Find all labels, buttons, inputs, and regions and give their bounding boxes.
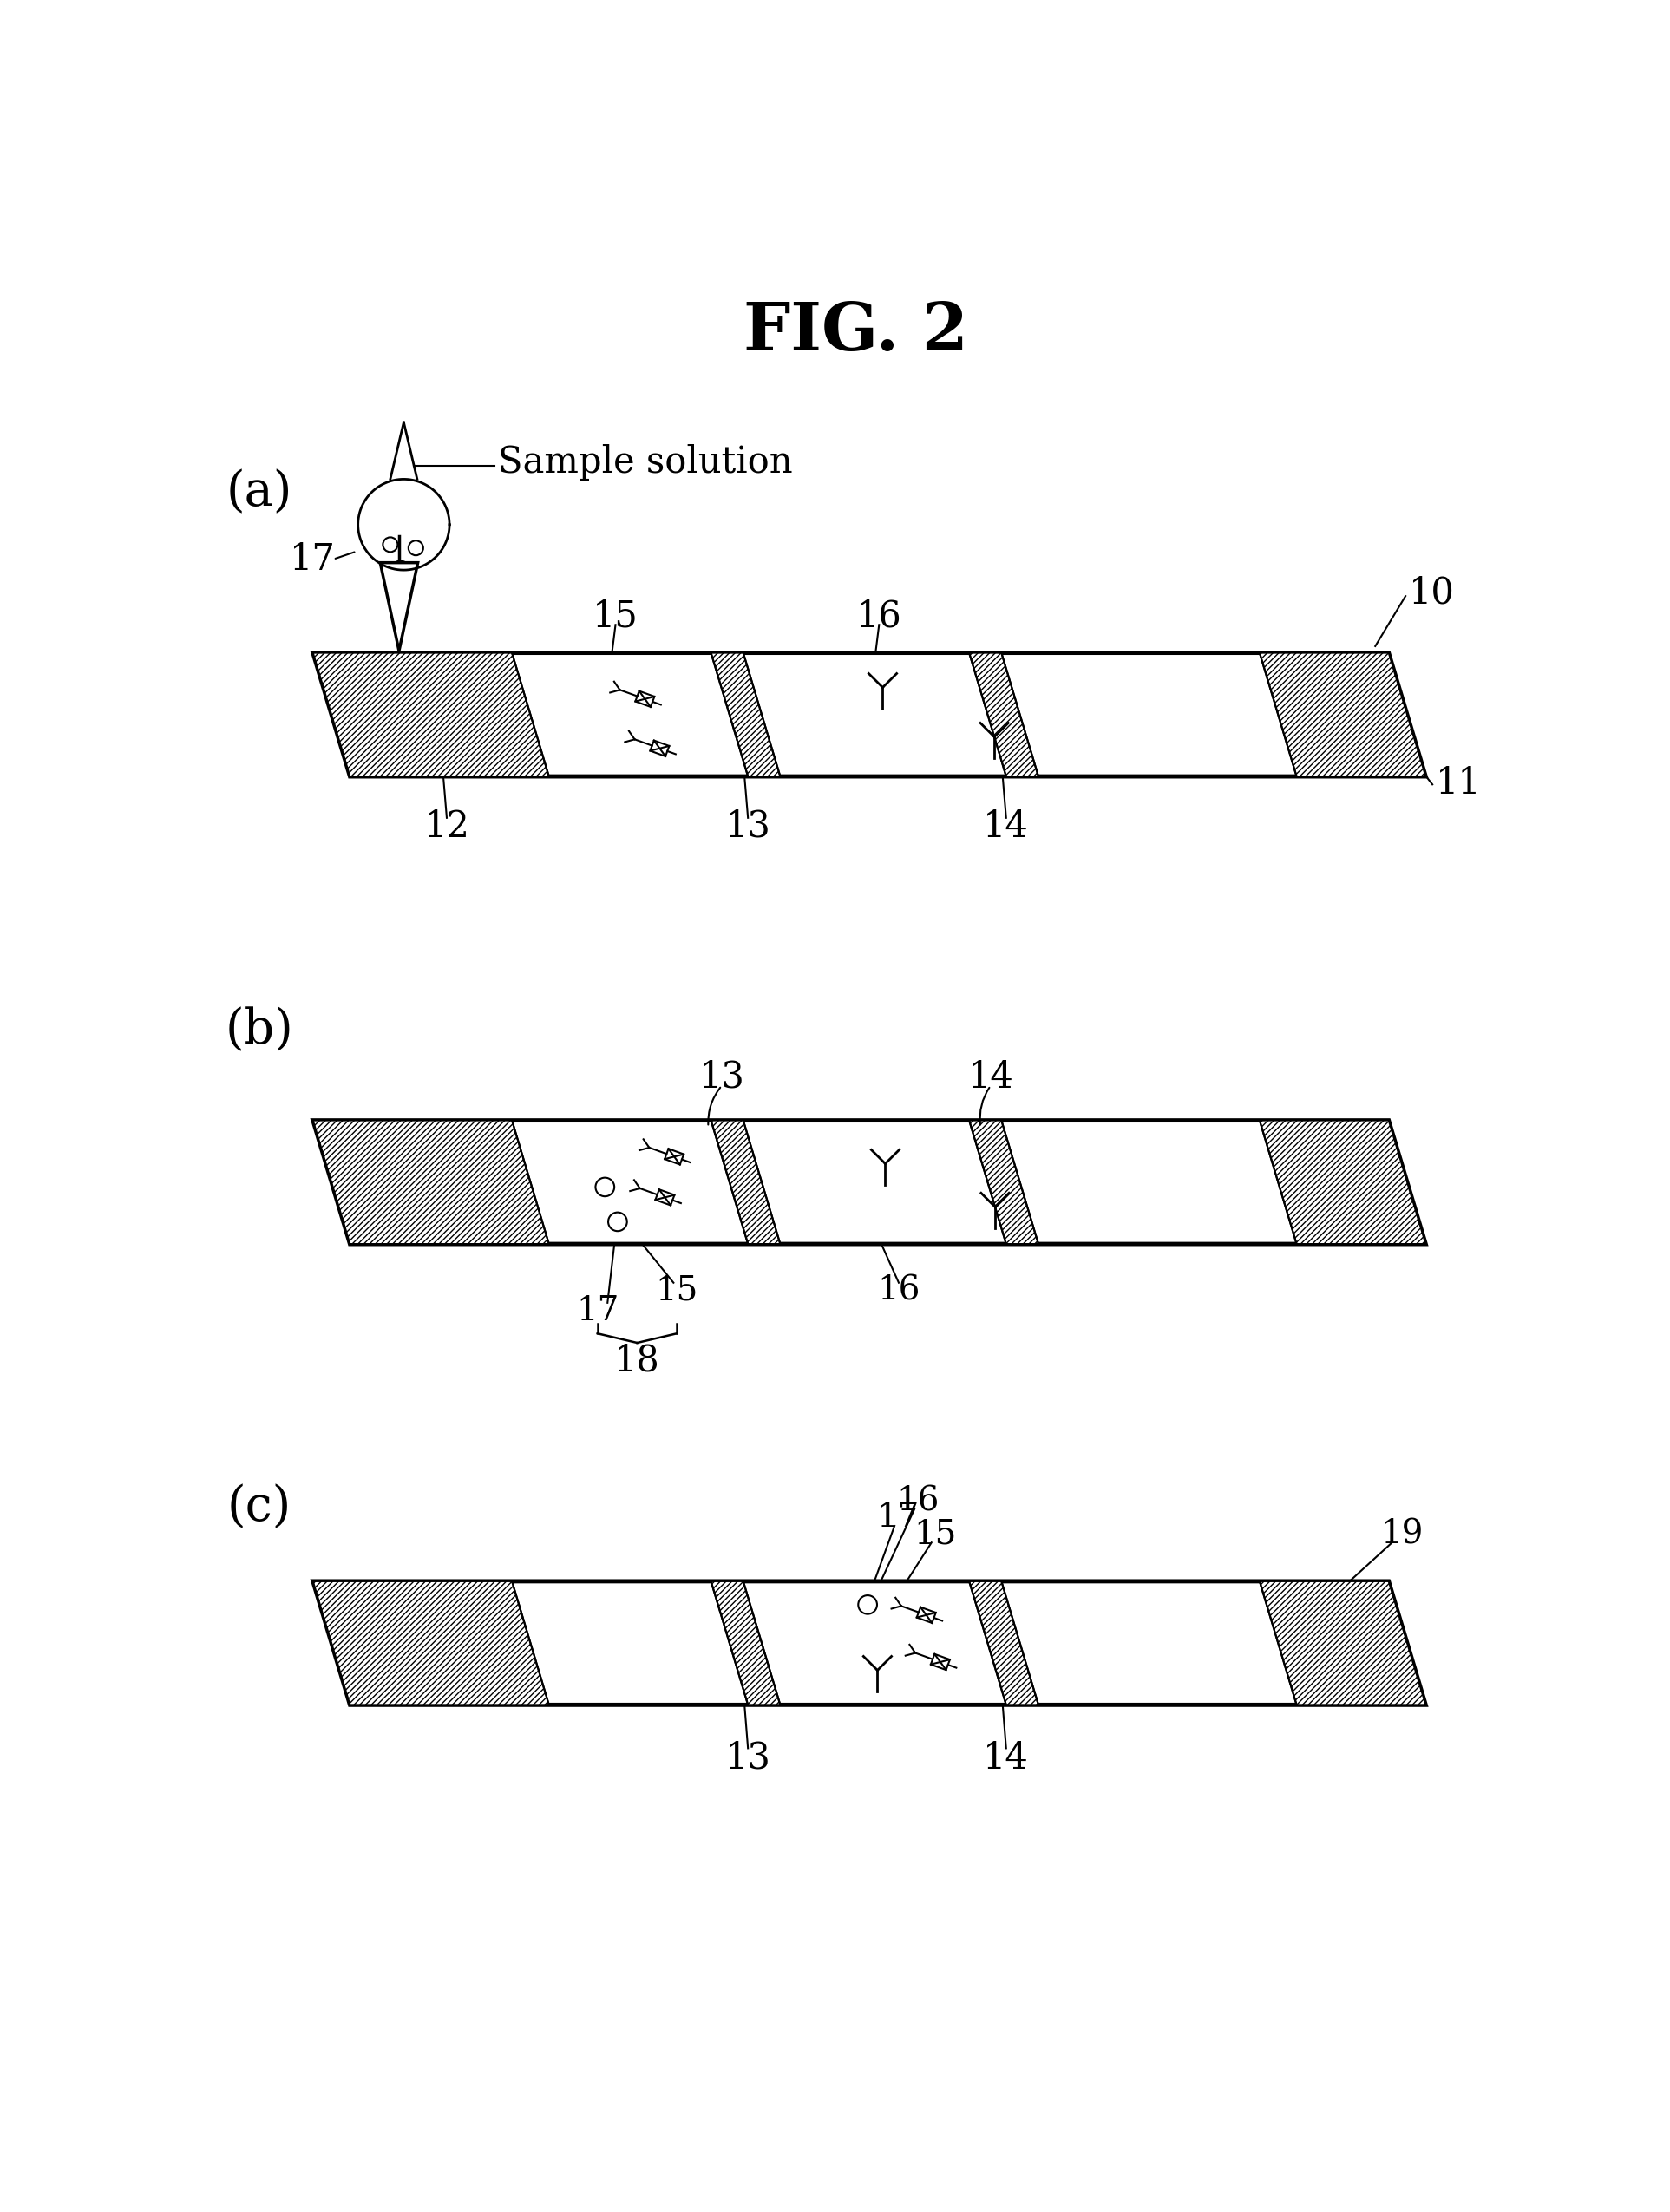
Text: (b): (b) xyxy=(225,1006,294,1053)
Polygon shape xyxy=(1259,653,1426,776)
Polygon shape xyxy=(969,1582,1039,1705)
Text: FIG. 2: FIG. 2 xyxy=(743,301,969,365)
Polygon shape xyxy=(312,653,1426,776)
Circle shape xyxy=(392,560,407,575)
Text: 13: 13 xyxy=(725,1741,772,1776)
Text: Sample solution: Sample solution xyxy=(498,445,793,480)
Circle shape xyxy=(596,1177,615,1197)
Text: 15: 15 xyxy=(913,1517,957,1551)
Text: 11: 11 xyxy=(1436,765,1481,801)
Polygon shape xyxy=(1259,1582,1426,1705)
Text: 18: 18 xyxy=(615,1343,660,1378)
Text: 16: 16 xyxy=(897,1484,939,1517)
Polygon shape xyxy=(1259,1121,1426,1243)
Polygon shape xyxy=(711,1582,780,1705)
Polygon shape xyxy=(635,690,655,708)
Polygon shape xyxy=(381,562,418,650)
Polygon shape xyxy=(650,741,670,757)
Circle shape xyxy=(409,540,423,555)
Text: 16: 16 xyxy=(857,597,902,635)
Text: 17: 17 xyxy=(291,542,336,577)
Polygon shape xyxy=(969,653,1039,776)
Text: 17: 17 xyxy=(877,1502,918,1533)
Circle shape xyxy=(382,538,397,553)
Text: (a): (a) xyxy=(225,469,292,515)
Text: 14: 14 xyxy=(984,807,1029,845)
Polygon shape xyxy=(312,1582,549,1705)
Polygon shape xyxy=(655,1190,675,1206)
Text: 14: 14 xyxy=(984,1741,1029,1776)
Polygon shape xyxy=(665,1148,683,1164)
Polygon shape xyxy=(312,653,549,776)
Text: 12: 12 xyxy=(424,807,469,845)
Polygon shape xyxy=(917,1608,935,1624)
Polygon shape xyxy=(312,1121,549,1243)
Text: 10: 10 xyxy=(1409,575,1455,611)
Text: 16: 16 xyxy=(877,1274,920,1307)
Polygon shape xyxy=(969,1121,1039,1243)
Polygon shape xyxy=(711,653,780,776)
Text: (c): (c) xyxy=(227,1484,291,1531)
Text: 14: 14 xyxy=(967,1060,1014,1095)
Text: 19: 19 xyxy=(1381,1517,1423,1551)
Text: 15: 15 xyxy=(655,1274,698,1307)
Circle shape xyxy=(858,1595,877,1615)
Text: 15: 15 xyxy=(593,597,638,635)
Text: 13: 13 xyxy=(725,807,772,845)
Polygon shape xyxy=(711,1121,780,1243)
Polygon shape xyxy=(930,1655,950,1670)
Polygon shape xyxy=(312,1121,1426,1243)
Circle shape xyxy=(608,1212,626,1232)
Text: 13: 13 xyxy=(698,1060,745,1095)
Text: 17: 17 xyxy=(576,1294,620,1327)
Polygon shape xyxy=(312,1582,1426,1705)
